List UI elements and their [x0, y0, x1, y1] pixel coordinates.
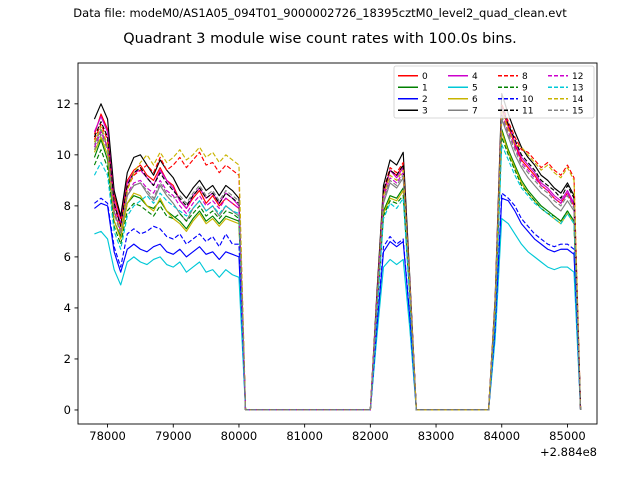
- series-line-9: [93, 136, 582, 411]
- x-tick-label: 83000: [418, 429, 455, 443]
- x-tick-label: 84000: [483, 429, 520, 443]
- x-tick-label: 81000: [286, 429, 323, 443]
- x-tick-label: 80000: [221, 429, 258, 443]
- series-line-10: [94, 192, 582, 411]
- legend-label-2: 2: [422, 95, 428, 105]
- legend-label-7: 7: [472, 107, 478, 117]
- legend-label-8: 8: [522, 72, 528, 82]
- legend-label-6: 6: [472, 95, 478, 105]
- y-tick-label: 8: [64, 199, 71, 213]
- legend-label-4: 4: [472, 72, 478, 82]
- series-line-5: [94, 218, 582, 411]
- x-tick-label: 82000: [352, 429, 389, 443]
- y-tick-label: 4: [64, 301, 71, 315]
- y-tick-label: 10: [56, 148, 71, 162]
- legend-label-1: 1: [422, 84, 428, 94]
- series-line-6: [93, 131, 582, 411]
- series-line-14: [93, 110, 582, 411]
- axes-frame: [77, 62, 598, 425]
- legend-label-14: 14: [572, 95, 584, 105]
- y-tick-label: 12: [56, 97, 71, 111]
- x-tick-label: 78000: [89, 429, 126, 443]
- legend-label-12: 12: [572, 72, 583, 82]
- legend-label-15: 15: [572, 107, 583, 117]
- series-group: [93, 93, 582, 411]
- legend-label-13: 13: [572, 84, 583, 94]
- legend-label-3: 3: [422, 107, 428, 117]
- y-tick-label: 6: [64, 250, 71, 264]
- series-line-2: [94, 197, 582, 411]
- x-tick-label: 79000: [155, 429, 192, 443]
- chart-title: Quadrant 3 module wise count rates with …: [123, 31, 517, 47]
- legend-label-0: 0: [422, 72, 428, 82]
- y-tick-label: 2: [64, 352, 71, 366]
- data-file-caption: Data file: modeM0/AS1A05_094T01_90000027…: [73, 6, 567, 20]
- legend-label-9: 9: [522, 84, 528, 94]
- x-axis-offset-label: +2.884e8: [540, 445, 597, 459]
- y-tick-label: 0: [64, 403, 71, 417]
- x-tick-label: 85000: [549, 429, 586, 443]
- legend-label-11: 11: [522, 107, 533, 117]
- legend-box: [393, 65, 595, 119]
- legend-label-5: 5: [472, 84, 478, 94]
- legend-label-10: 10: [522, 95, 534, 105]
- series-line-12: [93, 113, 582, 411]
- series-line-15: [93, 116, 582, 411]
